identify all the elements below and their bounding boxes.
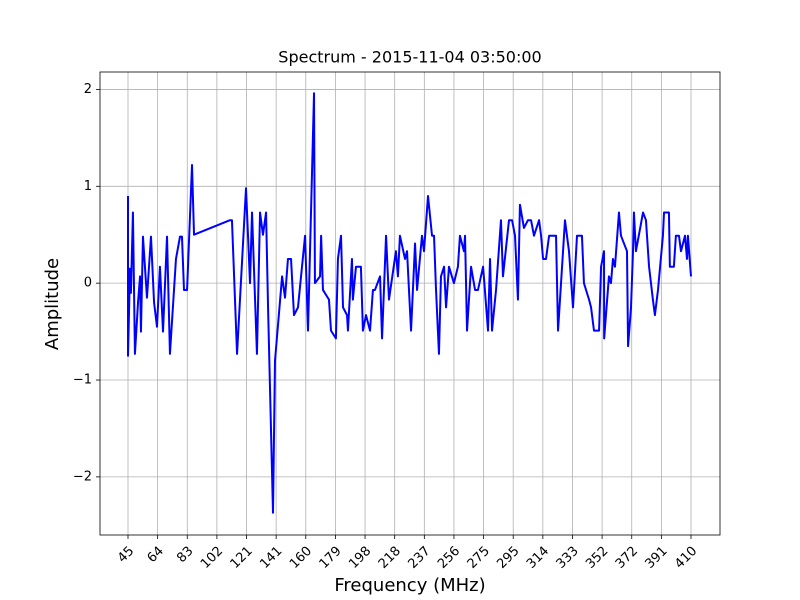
y-tick-label: −2 (73, 469, 92, 484)
x-tick-label: 179 (317, 544, 345, 572)
x-axis-label: Frequency (MHz) (334, 575, 485, 596)
chart-title: Spectrum - 2015-11-04 03:50:00 (278, 48, 541, 67)
x-tick-label: 45 (115, 544, 137, 566)
x-tick-label: 237 (405, 544, 433, 572)
y-tick-label: 1 (84, 179, 92, 194)
plot-frame (99, 71, 721, 536)
x-tick-label: 102 (198, 544, 226, 572)
x-tick-label: 141 (257, 544, 285, 572)
y-tick-label: 0 (84, 276, 92, 291)
y-tick-label: −1 (73, 373, 92, 388)
x-tick-label: 218 (376, 544, 404, 572)
x-tick-label: 121 (228, 544, 256, 572)
y-tick-label: 2 (84, 82, 92, 97)
x-tick-label: 333 (554, 544, 582, 572)
x-tick-label: 198 (346, 544, 374, 572)
x-tick-label: 410 (672, 544, 700, 572)
x-tick-label: 314 (524, 544, 552, 572)
x-tick-label: 352 (583, 544, 611, 572)
x-tick-label: 83 (174, 544, 196, 566)
x-tick-label: 160 (287, 544, 315, 572)
x-tick-label: 275 (465, 544, 493, 572)
x-tick-label: 256 (435, 544, 463, 572)
data-line (127, 92, 692, 514)
x-tick-label: 64 (145, 544, 167, 566)
x-tick-label: 372 (613, 544, 641, 572)
y-axis-label: Amplitude (42, 258, 63, 350)
x-tick-label: 295 (494, 544, 522, 572)
x-tick-label: 391 (643, 544, 671, 572)
